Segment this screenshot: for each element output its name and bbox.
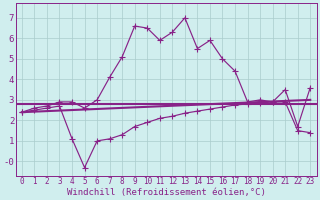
X-axis label: Windchill (Refroidissement éolien,°C): Windchill (Refroidissement éolien,°C) <box>67 188 266 197</box>
